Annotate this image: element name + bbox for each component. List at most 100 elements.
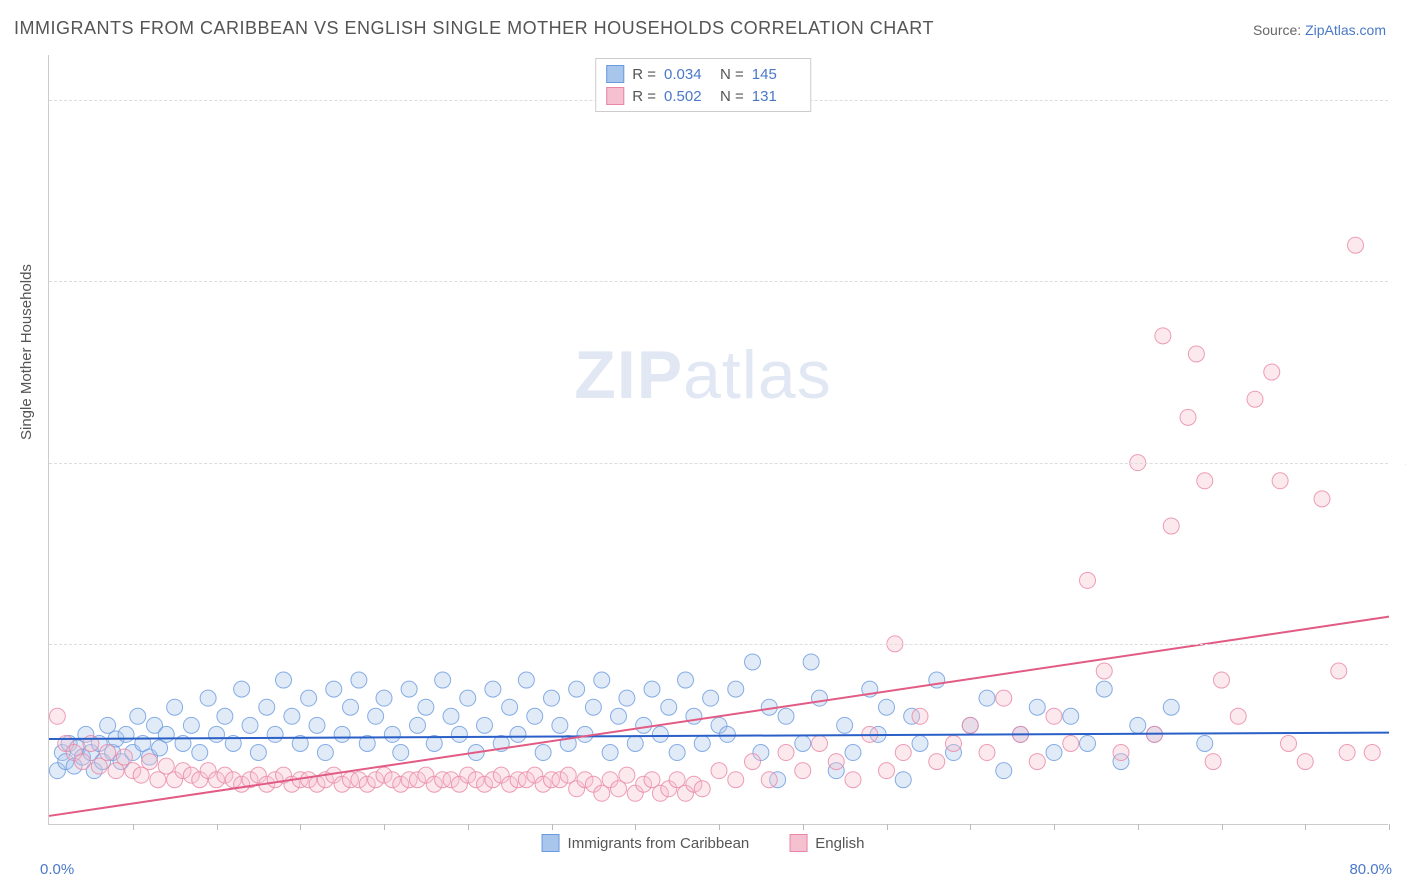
scatter-point: [644, 681, 660, 697]
scatter-point: [1197, 473, 1213, 489]
scatter-point: [996, 690, 1012, 706]
scatter-point: [209, 726, 225, 742]
source-link[interactable]: ZipAtlas.com: [1305, 22, 1386, 38]
scatter-point: [636, 717, 652, 733]
x-tick: [468, 824, 469, 830]
scatter-point: [502, 699, 518, 715]
gridline: [49, 644, 1388, 645]
scatter-point: [895, 772, 911, 788]
scatter-point: [569, 681, 585, 697]
scatter-point: [946, 735, 962, 751]
scatter-point: [351, 672, 367, 688]
scatter-point: [929, 754, 945, 770]
x-tick: [1054, 824, 1055, 830]
scatter-point: [711, 763, 727, 779]
scatter-point: [49, 708, 65, 724]
n-label: N =: [720, 88, 744, 105]
n-value: 131: [752, 88, 800, 105]
scatter-point: [795, 735, 811, 751]
legend-series-label: English: [815, 835, 864, 852]
scatter-point: [1230, 708, 1246, 724]
n-label: N =: [720, 66, 744, 83]
scatter-point: [669, 745, 685, 761]
chart-plot-area: 20.0%40.0%60.0%80.0%: [48, 55, 1388, 825]
scatter-point: [1339, 745, 1355, 761]
scatter-point: [652, 726, 668, 742]
legend-series-item: Immigrants from Caribbean: [542, 834, 750, 852]
x-tick: [1138, 824, 1139, 830]
scatter-point: [460, 690, 476, 706]
scatter-point: [527, 708, 543, 724]
scatter-point: [510, 726, 526, 742]
r-label: R =: [632, 66, 656, 83]
scatter-point: [719, 726, 735, 742]
scatter-point: [845, 772, 861, 788]
scatter-point: [761, 772, 777, 788]
x-tick: [970, 824, 971, 830]
scatter-point: [118, 726, 134, 742]
scatter-point: [879, 699, 895, 715]
scatter-point: [686, 708, 702, 724]
scatter-point: [1063, 708, 1079, 724]
scatter-point: [544, 690, 560, 706]
scatter-point: [368, 708, 384, 724]
x-tick: [384, 824, 385, 830]
scatter-point: [602, 745, 618, 761]
scatter-point: [451, 726, 467, 742]
legend-stat-row: R =0.034N =145: [606, 63, 800, 85]
x-tick: [1305, 824, 1306, 830]
scatter-point: [1264, 364, 1280, 380]
scatter-point: [1272, 473, 1288, 489]
scatter-point: [1113, 745, 1129, 761]
gridline: [49, 463, 1388, 464]
scatter-svg: [49, 55, 1388, 824]
scatter-point: [75, 754, 91, 770]
legend-series-box: Immigrants from Caribbean English: [542, 834, 865, 852]
scatter-point: [217, 708, 233, 724]
x-tick: [719, 824, 720, 830]
scatter-point: [627, 735, 643, 751]
scatter-point: [594, 672, 610, 688]
scatter-point: [183, 717, 199, 733]
scatter-point: [803, 654, 819, 670]
scatter-point: [661, 699, 677, 715]
scatter-point: [384, 726, 400, 742]
scatter-point: [1180, 409, 1196, 425]
scatter-point: [1188, 346, 1204, 362]
scatter-point: [879, 763, 895, 779]
scatter-point: [745, 654, 761, 670]
scatter-point: [619, 767, 635, 783]
scatter-point: [1096, 681, 1112, 697]
r-value: 0.034: [664, 66, 712, 83]
r-label: R =: [632, 88, 656, 105]
scatter-point: [1155, 328, 1171, 344]
scatter-point: [518, 672, 534, 688]
scatter-point: [1163, 699, 1179, 715]
trend-line: [49, 617, 1389, 816]
r-value: 0.502: [664, 88, 712, 105]
scatter-point: [694, 781, 710, 797]
scatter-point: [167, 699, 183, 715]
scatter-point: [1029, 754, 1045, 770]
scatter-point: [812, 735, 828, 751]
scatter-point: [1063, 735, 1079, 751]
source-label: Source:: [1253, 22, 1305, 38]
scatter-point: [1205, 754, 1221, 770]
scatter-point: [1348, 237, 1364, 253]
scatter-point: [100, 745, 116, 761]
scatter-point: [812, 690, 828, 706]
legend-stat-row: R = 0.502 N = 131: [606, 85, 800, 107]
scatter-point: [1029, 699, 1045, 715]
scatter-point: [552, 717, 568, 733]
scatter-point: [250, 745, 266, 761]
x-tick: [803, 824, 804, 830]
gridline: [49, 281, 1388, 282]
scatter-point: [401, 681, 417, 697]
x-tick: [1389, 824, 1390, 830]
scatter-point: [477, 717, 493, 733]
legend-swatch: [789, 834, 807, 852]
scatter-point: [301, 690, 317, 706]
scatter-point: [192, 745, 208, 761]
scatter-point: [1080, 572, 1096, 588]
scatter-point: [778, 708, 794, 724]
